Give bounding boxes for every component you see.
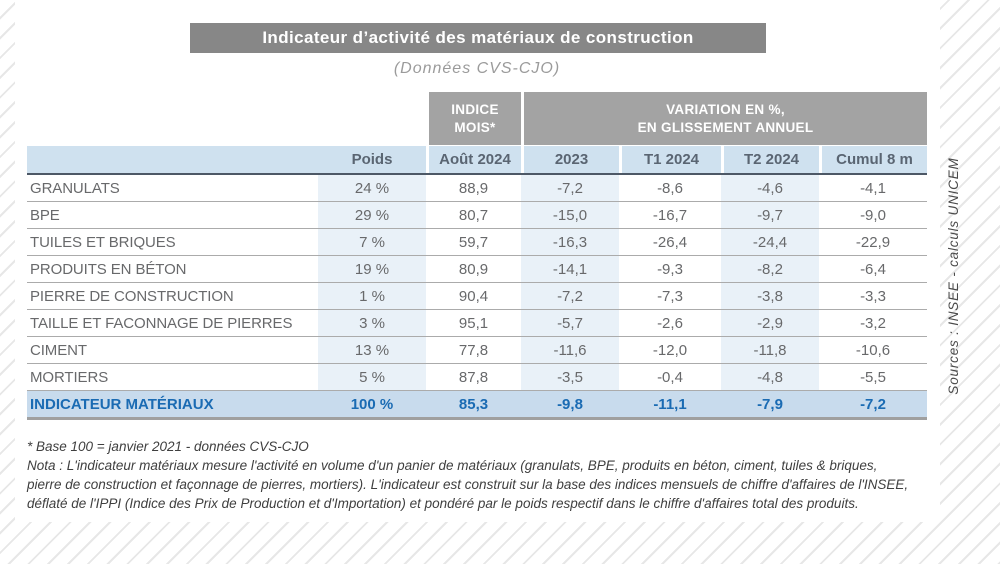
materials-table: INDICE MOIS* VARIATION EN %, EN GLISSEME… xyxy=(27,92,927,420)
table-group-header-row: INDICE MOIS* VARIATION EN %, EN GLISSEME… xyxy=(27,92,927,146)
cell-cumul: -22,9 xyxy=(855,233,891,251)
row-label: PIERRE DE CONSTRUCTION xyxy=(30,287,234,305)
row-label: PRODUITS EN BÉTON xyxy=(30,260,187,278)
cell-cumul: -7,2 xyxy=(819,391,927,417)
column-header-2023: 2023 xyxy=(521,146,619,173)
cell-t1: -7,3 xyxy=(657,287,683,305)
cell-cumul: -10,6 xyxy=(855,341,891,359)
table-row: TUILES ET BRIQUES 7 % 59,7 -16,3 -26,4 -… xyxy=(27,229,927,256)
table-total-row: INDICATEUR MATÉRIAUX 100 % 85,3 -9,8 -11… xyxy=(27,391,927,420)
table-row: TAILLE ET FACONNAGE DE PIERRES 3 % 95,1 … xyxy=(27,310,927,337)
table-row: MORTIERS 5 % 87,8 -3,5 -0,4 -4,8 -5,5 xyxy=(27,364,927,391)
cell-t2: -3,8 xyxy=(721,283,819,309)
cell-t1: -16,7 xyxy=(652,206,688,224)
page-title: Indicateur d’activité des matériaux de c… xyxy=(190,23,766,53)
column-header-cumul-8m: Cumul 8 m xyxy=(819,146,927,173)
cell-cumul: -9,0 xyxy=(860,206,886,224)
cell-t2: -24,4 xyxy=(721,229,819,255)
cell-cumul: -5,5 xyxy=(860,368,886,386)
row-label: MORTIERS xyxy=(30,368,109,386)
cell-t1: -8,6 xyxy=(657,179,683,197)
cell-2023: -11,6 xyxy=(521,337,619,363)
cell-2023: -16,3 xyxy=(521,229,619,255)
cell-2023: -5,7 xyxy=(521,310,619,336)
table-row: CIMENT 13 % 77,8 -11,6 -12,0 -11,8 -10,6 xyxy=(27,337,927,364)
cell-indice: 88,9 xyxy=(458,179,489,197)
cell-t1: -2,6 xyxy=(657,314,683,332)
cell-t1: -26,4 xyxy=(652,233,688,251)
group-header-spacer xyxy=(318,92,426,146)
cell-t2: -7,9 xyxy=(721,391,819,417)
page-subtitle: (Données CVS-CJO) xyxy=(393,60,561,77)
footnote-base: * Base 100 = janvier 2021 - données CVS-… xyxy=(27,439,309,454)
cell-indice: 59,7 xyxy=(458,233,489,251)
column-header-empty xyxy=(27,146,318,173)
cell-indice: 90,4 xyxy=(458,287,489,305)
cell-poids: 19 % xyxy=(318,256,426,282)
column-header-t1-2024: T1 2024 xyxy=(619,146,721,173)
cell-poids: 1 % xyxy=(318,283,426,309)
group-header-indice-line2: MOIS* xyxy=(454,119,496,135)
table-row: PIERRE DE CONSTRUCTION 1 % 90,4 -7,2 -7,… xyxy=(27,283,927,310)
row-label: TAILLE ET FACONNAGE DE PIERRES xyxy=(30,314,293,332)
cell-t1: -11,1 xyxy=(619,391,721,417)
cell-indice: 80,7 xyxy=(458,206,489,224)
footnotes: * Base 100 = janvier 2021 - données CVS-… xyxy=(27,438,912,514)
cell-t1: -0,4 xyxy=(657,368,683,386)
source-note: Sources : INSEE - calculs UNICEM xyxy=(946,157,961,395)
total-row-label: INDICATEUR MATÉRIAUX xyxy=(27,391,318,417)
table-row: BPE 29 % 80,7 -15,0 -16,7 -9,7 -9,0 xyxy=(27,202,927,229)
cell-t2: -11,8 xyxy=(721,337,819,363)
table-row: PRODUITS EN BÉTON 19 % 80,9 -14,1 -9,3 -… xyxy=(27,256,927,283)
cell-indice: 95,1 xyxy=(458,314,489,332)
cell-2023: -7,2 xyxy=(521,283,619,309)
cell-poids: 5 % xyxy=(318,364,426,390)
cell-2023: -3,5 xyxy=(521,364,619,390)
group-header-variation-line2: EN GLISSEMENT ANNUEL xyxy=(637,119,814,135)
column-header-t2-2024: T2 2024 xyxy=(721,146,819,173)
cell-t1: -9,3 xyxy=(657,260,683,278)
cell-2023: -14,1 xyxy=(521,256,619,282)
column-header-poids: Poids xyxy=(318,146,426,173)
cell-indice: 85,3 xyxy=(426,391,521,417)
row-label: CIMENT xyxy=(30,341,87,359)
row-label: TUILES ET BRIQUES xyxy=(30,233,176,251)
footnote-nota: Nota : L'indicateur matériaux mesure l'a… xyxy=(27,457,909,511)
cell-t2: -4,6 xyxy=(721,175,819,201)
group-header-spacer xyxy=(27,92,318,146)
row-label: GRANULATS xyxy=(30,179,120,197)
cell-poids: 7 % xyxy=(318,229,426,255)
cell-poids: 13 % xyxy=(318,337,426,363)
cell-indice: 80,9 xyxy=(458,260,489,278)
cell-2023: -15,0 xyxy=(521,202,619,228)
cell-poids: 100 % xyxy=(318,391,426,417)
cell-cumul: -6,4 xyxy=(860,260,886,278)
cell-poids: 29 % xyxy=(318,202,426,228)
cell-indice: 87,8 xyxy=(458,368,489,386)
group-header-indice-line1: INDICE xyxy=(451,101,499,117)
cell-cumul: -3,2 xyxy=(860,314,886,332)
cell-t2: -9,7 xyxy=(721,202,819,228)
cell-2023: -9,8 xyxy=(521,391,619,417)
cell-cumul: -4,1 xyxy=(860,179,886,197)
cell-2023: -7,2 xyxy=(521,175,619,201)
group-header-indice-mois: INDICE MOIS* xyxy=(426,92,521,145)
table-column-header-row: Poids Août 2024 2023 T1 2024 T2 2024 Cum… xyxy=(27,146,927,175)
cell-t2: -4,8 xyxy=(721,364,819,390)
cell-poids: 24 % xyxy=(318,175,426,201)
cell-t1: -12,0 xyxy=(652,341,688,359)
cell-t2: -8,2 xyxy=(721,256,819,282)
group-header-variation: VARIATION EN %, EN GLISSEMENT ANNUEL xyxy=(521,92,927,145)
row-label: BPE xyxy=(30,206,60,224)
cell-poids: 3 % xyxy=(318,310,426,336)
group-header-variation-line1: VARIATION EN %, xyxy=(666,101,785,117)
cell-indice: 77,8 xyxy=(458,341,489,359)
cell-t2: -2,9 xyxy=(721,310,819,336)
column-header-aout-2024: Août 2024 xyxy=(426,146,521,173)
table-row: GRANULATS 24 % 88,9 -7,2 -8,6 -4,6 -4,1 xyxy=(27,175,927,202)
cell-cumul: -3,3 xyxy=(860,287,886,305)
